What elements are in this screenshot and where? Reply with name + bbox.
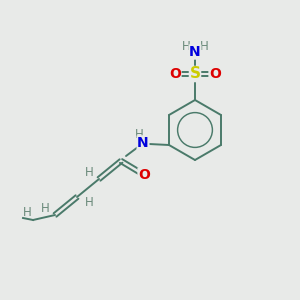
Text: H: H bbox=[200, 40, 208, 52]
Text: H: H bbox=[182, 40, 190, 52]
Text: H: H bbox=[85, 166, 93, 178]
Text: H: H bbox=[85, 196, 93, 208]
Text: N: N bbox=[137, 136, 149, 150]
Text: N: N bbox=[189, 45, 201, 59]
Text: S: S bbox=[190, 67, 200, 82]
Text: O: O bbox=[209, 67, 221, 81]
Text: O: O bbox=[138, 168, 150, 182]
Text: H: H bbox=[22, 206, 32, 220]
Text: O: O bbox=[169, 67, 181, 81]
Text: H: H bbox=[135, 128, 143, 140]
Text: H: H bbox=[40, 202, 50, 214]
